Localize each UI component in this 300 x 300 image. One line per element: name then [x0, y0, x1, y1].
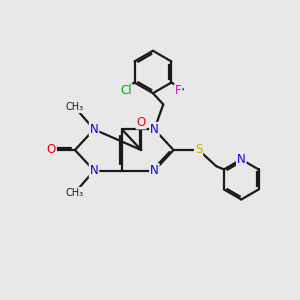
Text: N: N — [150, 164, 159, 177]
Text: O: O — [47, 143, 56, 157]
Text: N: N — [150, 123, 159, 136]
Text: N: N — [90, 123, 98, 136]
Text: O: O — [136, 116, 146, 128]
Text: N: N — [237, 153, 246, 166]
Text: CH₃: CH₃ — [66, 102, 84, 112]
Text: N: N — [90, 164, 98, 177]
Text: CH₃: CH₃ — [66, 188, 84, 198]
Text: S: S — [195, 143, 202, 157]
Text: Cl: Cl — [120, 84, 132, 97]
Text: F: F — [175, 84, 182, 97]
